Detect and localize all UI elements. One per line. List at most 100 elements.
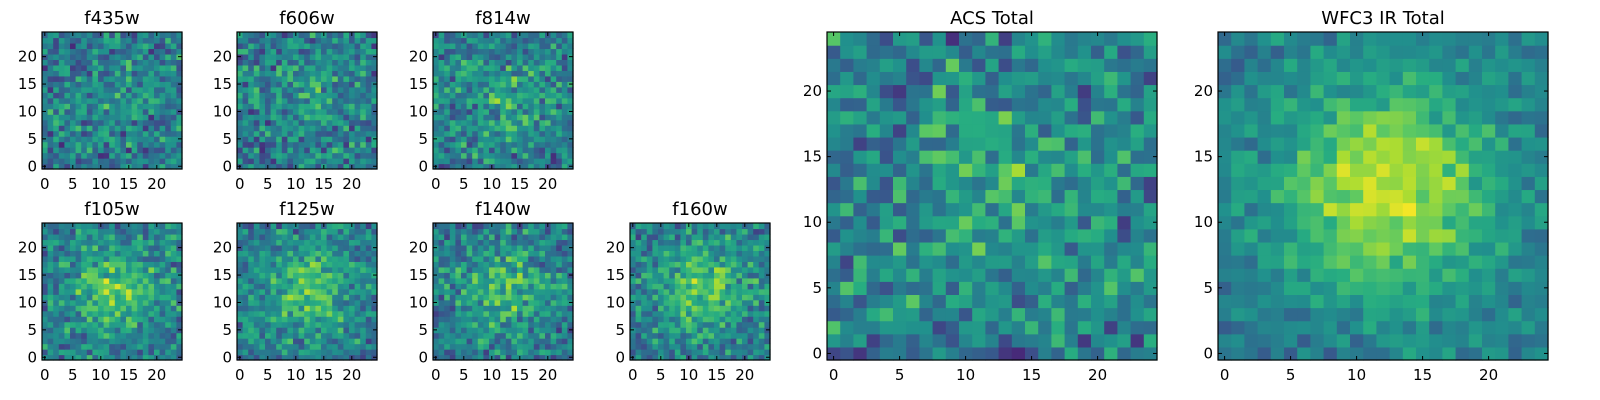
heatmap-cell <box>517 255 524 262</box>
heatmap-cell <box>265 349 272 356</box>
heatmap-cell <box>349 299 356 306</box>
heatmap-cell <box>98 81 105 88</box>
heatmap-cell <box>81 147 88 154</box>
heatmap-cell <box>697 250 704 257</box>
heatmap-cell <box>556 244 563 251</box>
heatmap-cell <box>98 266 105 273</box>
heatmap-cell <box>505 53 512 60</box>
heatmap-cell <box>248 119 255 126</box>
heatmap-cell <box>242 163 249 170</box>
heatmap-cell <box>165 288 172 295</box>
heatmap-cell <box>92 108 99 115</box>
heatmap-cell <box>680 343 687 350</box>
heatmap-cell <box>663 255 670 262</box>
heatmap-cell <box>669 228 676 235</box>
heatmap-cell <box>371 321 378 328</box>
heatmap-cell <box>906 241 920 256</box>
heatmap-cell <box>1064 281 1079 295</box>
heatmap-cell <box>522 343 529 350</box>
heatmap-cell <box>349 338 356 345</box>
heatmap-cell <box>522 108 529 115</box>
heatmap-cell <box>641 316 648 323</box>
heatmap-cell <box>697 332 704 339</box>
heatmap-cell <box>550 158 557 165</box>
heatmap-cell <box>92 343 99 350</box>
heatmap-cell <box>511 223 518 230</box>
heatmap-cell <box>242 321 249 328</box>
heatmap-cell <box>332 338 339 345</box>
heatmap-cell <box>635 244 642 251</box>
heatmap-cell <box>42 59 49 66</box>
heatmap-cell <box>354 64 361 71</box>
heatmap-cell <box>165 81 172 88</box>
heatmap-cell <box>176 125 183 132</box>
heatmap-cell <box>64 294 71 301</box>
heatmap-cell <box>176 349 183 356</box>
heatmap-cell <box>332 250 339 257</box>
heatmap-cell <box>170 321 177 328</box>
heatmap-cell <box>932 176 947 191</box>
heatmap-cell <box>276 152 283 159</box>
heatmap-cell <box>237 147 244 154</box>
heatmap-cell <box>332 32 339 39</box>
heatmap-cell <box>630 283 637 290</box>
heatmap-cell <box>142 130 149 137</box>
heatmap-cell <box>142 228 149 235</box>
heatmap-cell <box>315 316 322 323</box>
heatmap-cell <box>494 299 501 306</box>
heatmap-cell <box>494 354 501 361</box>
heatmap-cell <box>635 316 642 323</box>
heatmap-cell <box>674 349 681 356</box>
heatmap-cell <box>528 119 535 126</box>
heatmap-cell <box>365 239 372 246</box>
heatmap-cell <box>103 119 110 126</box>
heatmap-cell <box>265 261 272 268</box>
heatmap-cell <box>455 92 462 99</box>
heatmap-cell <box>879 346 894 361</box>
heatmap-cell <box>154 321 161 328</box>
heatmap-cell <box>109 272 116 279</box>
heatmap-cell <box>371 70 378 77</box>
heatmap-cell <box>714 272 721 279</box>
heatmap-cell <box>561 305 568 312</box>
heatmap-cell <box>154 114 161 121</box>
heatmap-cell <box>148 354 155 361</box>
heatmap-cell <box>730 316 737 323</box>
heatmap-cell <box>517 288 524 295</box>
heatmap-cell <box>332 141 339 148</box>
heatmap-cell <box>444 147 451 154</box>
heatmap-cell <box>919 346 934 361</box>
heatmap-cell <box>75 136 82 143</box>
heatmap-cell <box>511 37 518 44</box>
heatmap-cell <box>176 103 183 110</box>
heatmap-cell <box>248 223 255 230</box>
heatmap-cell <box>276 327 283 334</box>
heatmap-cell <box>1130 268 1145 282</box>
heatmap-cell <box>98 103 105 110</box>
heatmap-cell <box>237 114 244 121</box>
heatmap-cell <box>550 125 557 132</box>
heatmap-cell <box>472 261 479 268</box>
heatmap-cell <box>360 332 367 339</box>
heatmap-cell <box>438 114 445 121</box>
heatmap-cell <box>522 59 529 66</box>
heatmap-cell <box>725 316 732 323</box>
heatmap-cell <box>270 59 277 66</box>
heatmap-cell <box>433 48 440 55</box>
heatmap-cell <box>170 332 177 339</box>
heatmap-cell <box>511 327 518 334</box>
heatmap-cell <box>332 147 339 154</box>
heatmap-cell <box>522 250 529 257</box>
heatmap-cell <box>730 332 737 339</box>
heatmap-cell <box>131 75 138 82</box>
heatmap-cell <box>539 321 546 328</box>
heatmap-cell <box>47 310 54 317</box>
heatmap-cell <box>47 114 54 121</box>
heatmap-cell <box>641 255 648 262</box>
heatmap-cell <box>86 261 93 268</box>
heatmap-cell <box>444 37 451 44</box>
heatmap-cell <box>170 92 177 99</box>
heatmap-cell <box>142 103 149 110</box>
heatmap-cell <box>539 108 546 115</box>
heatmap-cell <box>360 228 367 235</box>
